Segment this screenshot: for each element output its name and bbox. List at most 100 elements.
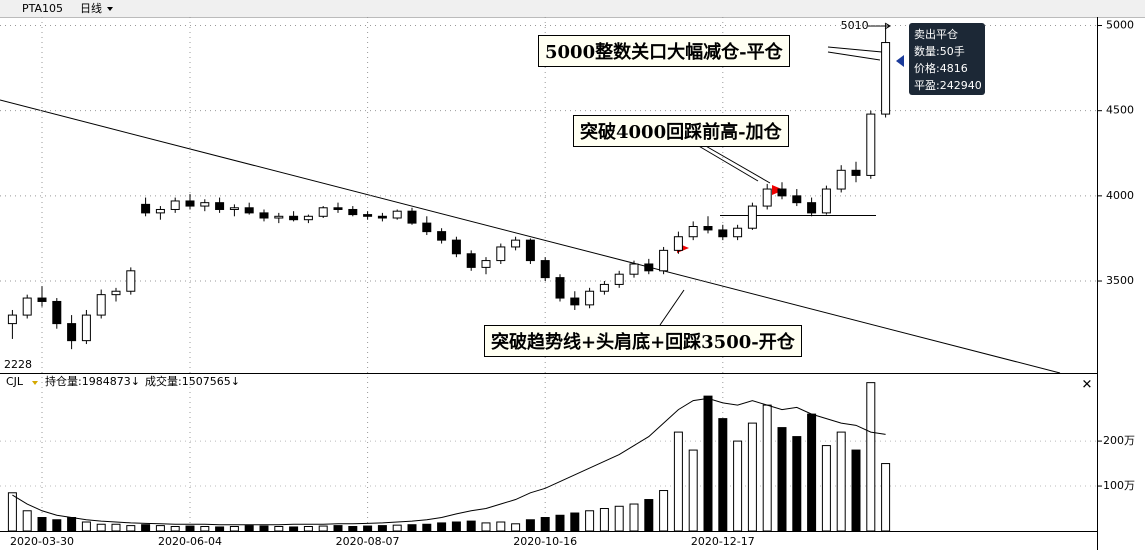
volume-bar (762, 404, 772, 532)
volume-bar (585, 510, 595, 532)
volume-bar (377, 525, 387, 532)
candle-body (555, 277, 565, 299)
candle-body (718, 229, 728, 238)
volume-bar (155, 525, 165, 532)
candle-body (37, 297, 47, 302)
candle-body (570, 297, 580, 306)
period[interactable]: 日线 (80, 1, 102, 15)
dropdown-icon[interactable] (107, 7, 113, 11)
candle-body (673, 236, 683, 251)
dropdown-icon[interactable] (32, 381, 38, 385)
volume-bar (836, 431, 846, 532)
volume-bar (496, 521, 506, 532)
candle-body (392, 210, 402, 219)
candle-body (7, 314, 17, 325)
candle-body (807, 202, 817, 214)
volume-bar (363, 525, 373, 532)
volume-bar (141, 524, 151, 532)
candle-body (733, 227, 743, 238)
volume-bar (570, 512, 580, 532)
volume-bar (96, 523, 106, 532)
candle-body (81, 314, 91, 342)
volume-bar (599, 508, 609, 532)
volume-bar (481, 522, 491, 532)
candle-body (170, 200, 180, 210)
volume-bar (659, 490, 669, 532)
tooltip-line: 卖出平仓 (914, 28, 958, 41)
tooltip-line: 数量:50手 (914, 45, 965, 58)
tooltip-line: 价格:4816 (914, 62, 968, 75)
volume-bar (215, 526, 225, 532)
volume-bar (200, 526, 210, 532)
candle-body (614, 273, 624, 285)
trend-line (0, 99, 1061, 374)
volume-bar (303, 526, 313, 532)
volume-bar (703, 395, 713, 532)
volume-bar (67, 517, 77, 532)
candle-body (289, 215, 299, 221)
candle-body (333, 207, 343, 210)
connector (703, 144, 771, 184)
candle-body (259, 212, 269, 219)
connector (827, 46, 883, 53)
volume-bar (22, 510, 32, 532)
candle-body (67, 323, 77, 342)
volume-bar (111, 523, 121, 532)
legend-entry: 成交量:1507565↓ (145, 374, 240, 388)
connector (696, 144, 759, 182)
indicator-name: CJL (6, 375, 24, 388)
x-tick-label: 2020-10-16 (513, 535, 577, 548)
volume-bar (451, 521, 461, 532)
candle-body (185, 200, 195, 207)
legend-entry: 持仓量:1984873↓ (45, 374, 140, 388)
volume-bar (437, 522, 447, 532)
volume-bar (747, 422, 757, 532)
volume-bar (229, 526, 239, 532)
candle-body (762, 188, 772, 207)
price-label: 2228 (4, 358, 32, 371)
candle-body (229, 207, 239, 210)
y-tick-label: 3500 (1106, 274, 1134, 287)
candle-body (777, 188, 787, 197)
candle-body (348, 208, 358, 216)
volume-bar (126, 525, 136, 532)
volume-bar (821, 445, 831, 532)
toolbar (0, 0, 1145, 17)
volume-bar (466, 520, 476, 532)
volume-bar (511, 523, 521, 532)
volume-bar (629, 503, 639, 532)
candle-body (659, 249, 669, 272)
candle-body (22, 297, 32, 316)
volume-bar (673, 431, 683, 532)
open-interest-line (12, 397, 886, 526)
volume-bar (170, 526, 180, 532)
candle-body (540, 260, 550, 279)
tooltip-line: 平盈:242940 (914, 79, 982, 92)
candle-body (318, 207, 328, 217)
symbol[interactable]: PTA105 (22, 2, 63, 15)
volume-bar (688, 449, 698, 532)
candle-body (836, 169, 846, 190)
volume-bar (851, 449, 861, 532)
candle-body (363, 214, 373, 217)
y-tick-label: 100万 (1103, 479, 1135, 492)
candle-body (511, 239, 521, 248)
volume-bar (718, 418, 728, 532)
x-tick-label: 2020-06-04 (158, 535, 222, 548)
candle-body (200, 202, 210, 207)
volume-bar (866, 382, 876, 532)
candle-body (481, 260, 491, 268)
candle-body (155, 208, 165, 214)
volume-bar (407, 524, 417, 532)
volume-bar (792, 436, 802, 532)
y-tick-label: 4000 (1106, 189, 1134, 202)
candle-body (451, 239, 461, 255)
close-button[interactable]: ✕ (1082, 378, 1093, 393)
annotation: 突破趋势线+头肩底+回踩3500-开仓 (484, 325, 802, 357)
candle-body (792, 195, 802, 204)
connector (827, 51, 881, 61)
trade-tooltip: 卖出平仓 数量:50手 价格:4816 平盈:242940 (909, 23, 985, 95)
candle-body (407, 210, 417, 224)
